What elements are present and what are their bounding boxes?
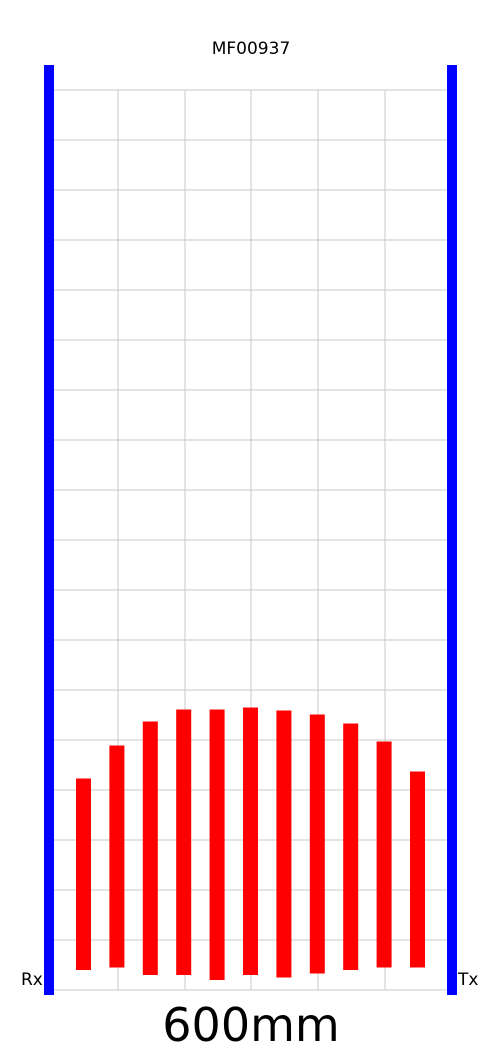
bar — [276, 710, 292, 978]
rx-sensor-bar — [44, 65, 54, 995]
bar — [309, 714, 325, 974]
x-axis-label: 600mm — [162, 998, 339, 1050]
tx-label: Tx — [457, 970, 478, 990]
bar — [376, 741, 392, 968]
bars — [76, 707, 425, 980]
bar — [109, 745, 125, 968]
chart-title: MF00937 — [212, 39, 291, 59]
bar — [243, 707, 258, 975]
bar — [209, 709, 225, 980]
bar — [142, 721, 158, 975]
bar — [176, 709, 192, 975]
rx-label: Rx — [21, 970, 43, 990]
bar — [343, 723, 359, 970]
bar — [410, 771, 425, 968]
tx-sensor-bar — [447, 65, 457, 995]
bar — [76, 778, 91, 970]
